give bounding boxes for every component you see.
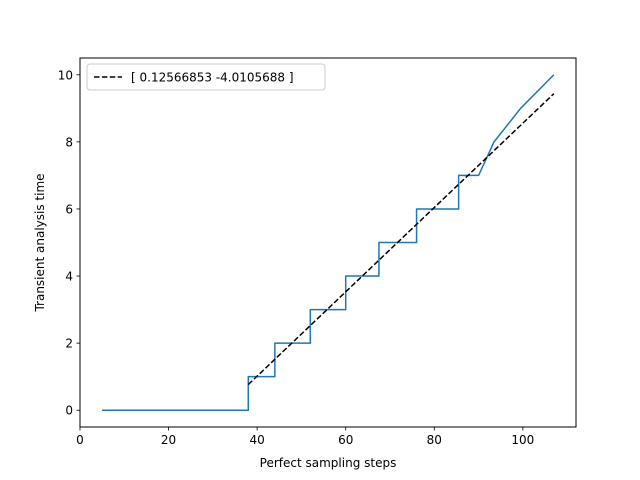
x-axis-ticks: 0 20 40 60 80 100 [76,427,534,447]
x-axis-label: Perfect sampling steps [260,456,397,470]
x-tick-label: 0 [76,433,84,447]
series-step-line [102,74,555,411]
y-axis-ticks: 0 2 4 6 8 10 [58,68,80,418]
x-tick-label: 40 [250,433,265,447]
x-tick-label: 100 [511,433,534,447]
series-fit-dashed-line [247,93,555,386]
y-tick-label: 0 [65,404,73,418]
x-tick-label: 80 [427,433,442,447]
legend-box [86,63,326,91]
y-tick-label: 8 [65,135,73,149]
y-tick-label: 6 [65,202,73,216]
legend-label-fit: [ 0.12566853 -4.0105688 ] [131,71,294,85]
y-tick-label: 10 [58,68,73,82]
y-axis-label: Transient analysis time [33,173,47,312]
legend: [ 0.12566853 -4.0105688 ] [86,63,326,91]
x-tick-label: 60 [338,433,353,447]
plot-lines [102,74,555,411]
y-tick-label: 4 [65,270,73,284]
axes-frame [79,57,577,428]
x-tick-label: 20 [161,433,176,447]
y-tick-label: 2 [65,337,73,351]
